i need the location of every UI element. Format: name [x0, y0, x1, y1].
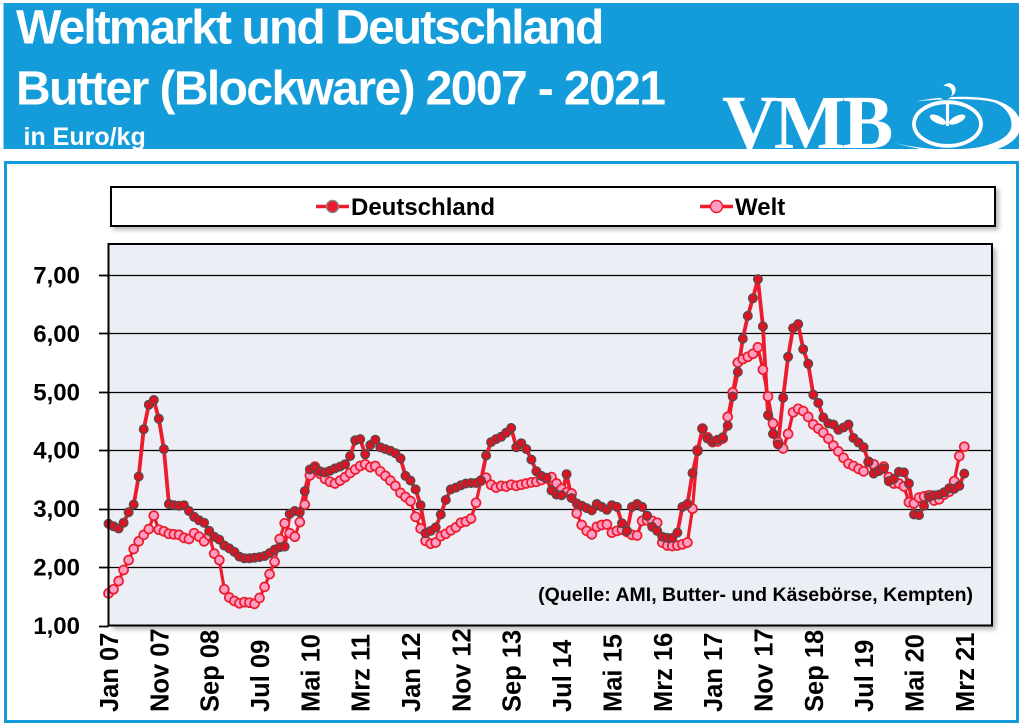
- svg-text:Sep 13: Sep 13: [499, 630, 527, 712]
- svg-text:Mrz 21: Mrz 21: [952, 633, 980, 712]
- svg-text:Jul 19: Jul 19: [851, 640, 879, 712]
- svg-text:Jan 17: Jan 17: [700, 633, 728, 712]
- svg-text:1,00: 1,00: [33, 613, 80, 640]
- svg-text:Butter (Blockware) 2007 - 2021: Butter (Blockware) 2007 - 2021: [16, 63, 665, 116]
- svg-text:Nov 17: Nov 17: [750, 628, 778, 712]
- svg-text:Mai 10: Mai 10: [297, 634, 325, 712]
- svg-text:7,00: 7,00: [33, 263, 80, 290]
- svg-text:Deutschland: Deutschland: [351, 194, 495, 221]
- svg-text:in Euro/kg: in Euro/kg: [24, 123, 146, 151]
- svg-text:6,00: 6,00: [33, 321, 80, 348]
- svg-text:Welt: Welt: [735, 194, 785, 221]
- svg-text:Jul 09: Jul 09: [247, 640, 275, 712]
- svg-text:Nov 07: Nov 07: [146, 628, 174, 712]
- svg-text:Jan 12: Jan 12: [398, 633, 426, 712]
- svg-text:VMB: VMB: [722, 81, 892, 165]
- svg-text:(Quelle: AMI, Butter- und Käse: (Quelle: AMI, Butter- und Käsebörse, Kem…: [538, 584, 973, 606]
- svg-text:Jul 14: Jul 14: [549, 639, 577, 712]
- svg-text:Weltmarkt und Deutschland: Weltmarkt und Deutschland: [16, 2, 602, 55]
- svg-text:3,00: 3,00: [33, 496, 80, 523]
- svg-text:4,00: 4,00: [33, 438, 80, 465]
- svg-text:Mrz 16: Mrz 16: [650, 633, 678, 712]
- svg-text:5,00: 5,00: [33, 379, 80, 406]
- svg-text:Jan 07: Jan 07: [96, 633, 124, 712]
- svg-text:2,00: 2,00: [33, 555, 80, 582]
- svg-text:Sep 18: Sep 18: [801, 630, 829, 712]
- svg-text:Mai 15: Mai 15: [599, 634, 627, 712]
- svg-text:Mai 20: Mai 20: [902, 634, 930, 712]
- svg-text:Mrz 11: Mrz 11: [348, 634, 376, 712]
- svg-text:Nov 12: Nov 12: [448, 628, 476, 712]
- svg-text:Sep 08: Sep 08: [197, 630, 225, 712]
